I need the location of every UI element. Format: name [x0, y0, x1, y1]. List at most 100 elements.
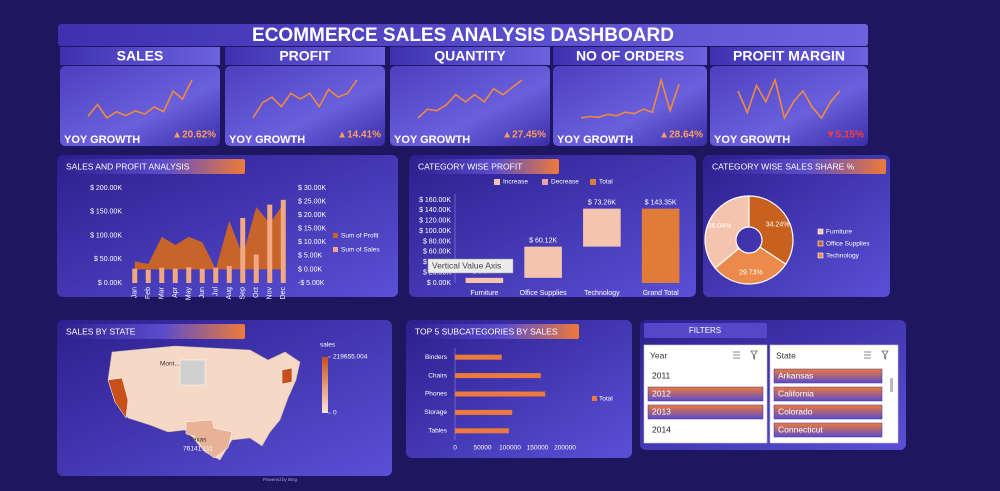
panel-title-bar — [411, 324, 579, 339]
kpi-growth: ▲20.62% — [172, 130, 216, 141]
sales-bar — [213, 267, 219, 283]
x-tick-label: Jun — [199, 287, 206, 298]
legend-label: Total — [599, 396, 613, 403]
y-tick-label: Storage — [424, 409, 447, 416]
x-tick-label: Grand Total — [643, 290, 680, 297]
legend-label: Technology — [826, 253, 860, 260]
y-tick-label: Binders — [425, 354, 448, 361]
slicer-icon — [733, 350, 758, 360]
slicer-item[interactable]: 2014 — [652, 424, 671, 434]
legend-title: sales — [320, 342, 336, 349]
kpi-header-box — [60, 47, 220, 65]
panel-title: CATEGORY WISE PROFIT — [418, 161, 522, 171]
slicer-name: Year — [650, 350, 667, 360]
y2-tick-label: $ 5.00K — [298, 253, 322, 260]
legend-label: Decrease — [551, 179, 579, 186]
y-tick-label: $ 100.00K — [90, 232, 122, 239]
us-outline — [107, 345, 301, 461]
panel-title-bar — [62, 324, 245, 339]
bar — [455, 428, 509, 434]
colorbar-label: 219655.004 — [333, 354, 368, 361]
profit-area — [134, 204, 284, 270]
y-tick-label: Chairs — [428, 372, 448, 379]
kpi-caption: YOY GROWTH — [714, 134, 790, 146]
state-shape — [281, 367, 293, 385]
legend-swatch — [817, 228, 824, 235]
x-tick-label: Office Supplies — [520, 290, 567, 297]
x-tick-label: 100000 — [499, 445, 521, 452]
slicer-item-selected[interactable] — [647, 386, 764, 402]
kpi-header: NO OF ORDERS — [576, 48, 684, 64]
panel — [57, 155, 398, 297]
slicer-item[interactable]: Connecticut — [778, 424, 824, 434]
legend-label: Sum of Sales — [341, 247, 380, 254]
sales-bar — [159, 267, 165, 283]
kpi-header: PROFIT — [279, 48, 331, 64]
panel-title-bar — [62, 159, 245, 174]
waterfall-bar — [524, 246, 562, 278]
panel-title-bar — [414, 159, 559, 174]
legend-swatch — [333, 233, 338, 238]
y-tick-label: $ 140.00K — [419, 207, 451, 214]
slicer-icon — [864, 350, 889, 360]
slicer-item[interactable]: California — [778, 388, 814, 398]
kpi-growth: ▲27.45% — [502, 130, 546, 141]
legend-swatch — [592, 396, 597, 401]
value-label: $ 73.26K — [588, 199, 616, 206]
y-tick-label: $ 60.00K — [423, 249, 451, 256]
slicer-item-selected[interactable] — [647, 404, 764, 420]
sales-bar — [132, 268, 138, 283]
kpi-card — [225, 66, 385, 146]
waterfall-bar — [641, 208, 680, 283]
x-tick-label: 200000 — [554, 445, 576, 452]
kpi-caption: YOY GROWTH — [557, 134, 633, 146]
filters-title: FILTERS — [689, 326, 721, 335]
kpi-sparkline — [252, 79, 358, 119]
legend-swatch — [817, 240, 824, 247]
map-credit: Powered by Bing — [263, 477, 298, 482]
waterfall-bar — [465, 277, 504, 283]
y2-tick-label: $ 15.00K — [298, 226, 326, 233]
colorbar — [322, 357, 328, 413]
legend-label: Furniture — [826, 229, 852, 236]
y2-tick-label: $ 25.00K — [298, 198, 326, 205]
state-gray — [179, 359, 206, 386]
slicer-item[interactable]: Arkansas — [778, 370, 813, 380]
slice-label: 34.24% — [766, 221, 790, 228]
kpi-card — [60, 66, 220, 146]
slicer-item-selected[interactable] — [773, 386, 883, 402]
kpi-growth: ▼5.15% — [826, 130, 864, 141]
kpi-card — [710, 66, 868, 146]
slicer-item[interactable]: 2013 — [652, 406, 671, 416]
slicer-item-selected[interactable] — [773, 368, 883, 384]
legend-label: Sum of Profit — [341, 233, 379, 240]
x-tick-label: Jul — [213, 287, 220, 296]
content: SALES YOY GROWTH ▲20.62% PROFIT YOY GROWTH ▲1… — [57, 47, 906, 482]
y2-tick-label: -$ 5.00K — [298, 280, 325, 287]
panel-title: CATEGORY WISE SALES SHARE % — [712, 161, 855, 171]
slicer-item[interactable]: 2012 — [652, 388, 671, 398]
slicer-scrollbar — [890, 378, 893, 392]
kpi-header-box — [225, 47, 385, 65]
panel-title: SALES BY STATE — [66, 326, 136, 336]
kpi-header-box — [710, 47, 868, 65]
sales-bar — [280, 199, 286, 283]
kpi-card — [553, 66, 707, 146]
legend-swatch — [494, 179, 500, 185]
slicer-item[interactable]: 2011 — [652, 370, 671, 380]
legend-swatch — [590, 179, 596, 185]
kpi-sparkline — [417, 79, 523, 119]
slicer-item[interactable]: Colorado — [778, 406, 813, 416]
panel — [406, 320, 632, 458]
bar — [455, 391, 546, 397]
kpi-growth: ▲14.41% — [337, 130, 381, 141]
slicer-item-selected[interactable] — [773, 422, 883, 438]
state-value: 76141.111 — [183, 446, 213, 453]
filters-header — [644, 323, 767, 338]
kpi-header: SALES — [117, 48, 164, 64]
slicer-item-selected[interactable] — [773, 404, 883, 420]
y-tick-label: Tables — [428, 428, 448, 435]
x-tick-label: May — [186, 287, 193, 301]
